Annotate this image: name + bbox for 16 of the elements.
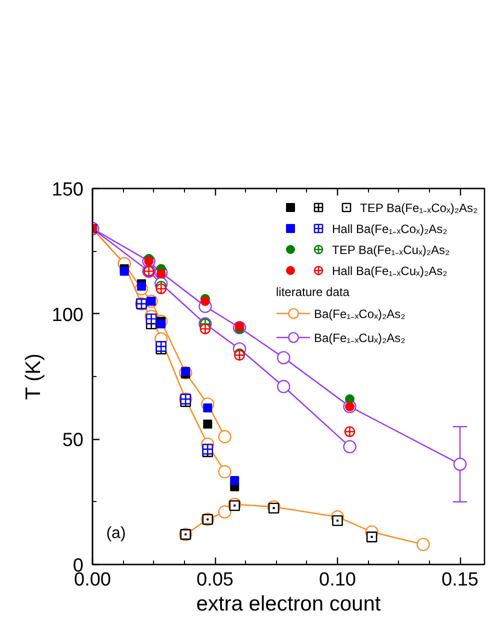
y-tick-label: 100 [52, 304, 84, 326]
legend-title: literature data [276, 285, 350, 299]
x-tick-label: 0.15 [442, 570, 478, 590]
legend-label: Hall Ba(Fe₁₋ₓCuₓ)₂As₂ [332, 262, 448, 278]
legend-label: Hall Ba(Fe₁₋ₓCoₓ)₂As₂ [332, 220, 448, 236]
legend-label: TEP Ba(Fe₁₋ₓCoₓ)₂As₂ [360, 200, 478, 216]
y-axis-title: T (K) [22, 354, 45, 400]
y-tick-label: 150 [52, 180, 84, 200]
x-tick-label: 0.10 [319, 570, 356, 590]
legend-label: TEP Ba(Fe₁₋ₓCuₓ)₂As₂ [332, 242, 450, 258]
annotation: (a) [106, 524, 126, 542]
legend-label: Ba(Fe₁₋ₓCoₓ)₂As₂ [314, 306, 406, 322]
x-axis-title: extra electron count [196, 592, 381, 616]
x-tick-label: 0.05 [196, 570, 234, 590]
y-tick-label: 50 [62, 430, 84, 452]
legend-label: Ba(Fe₁₋ₓCuₓ)₂As₂ [314, 330, 406, 346]
